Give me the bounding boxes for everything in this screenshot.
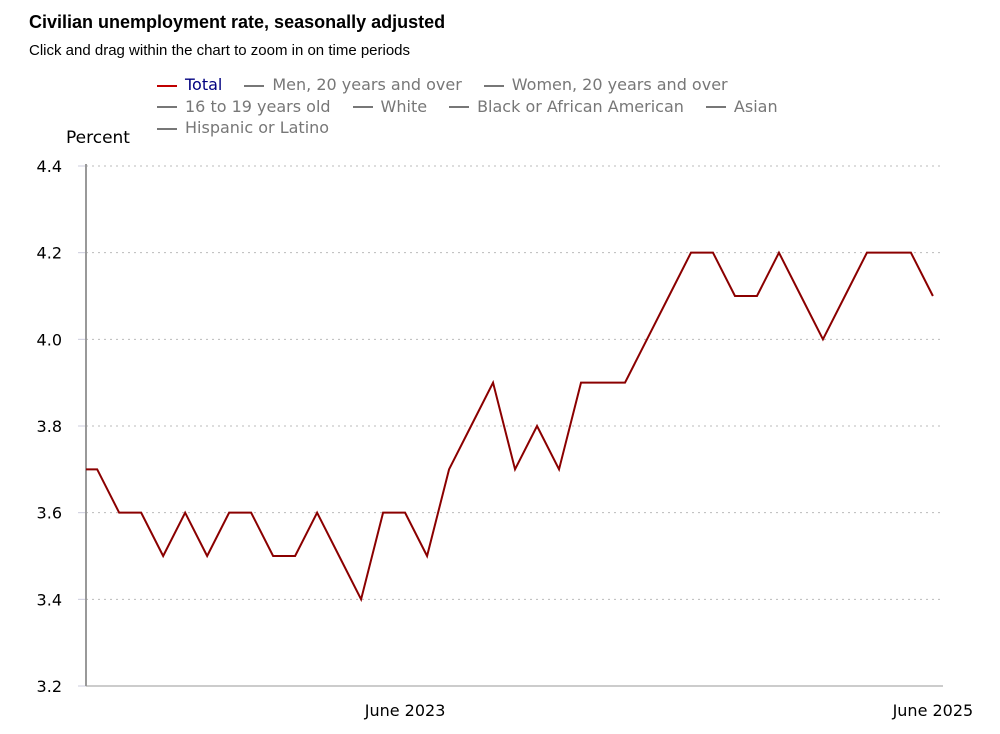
data-point[interactable] (798, 293, 804, 299)
data-point[interactable] (292, 553, 298, 559)
y-tick-label: 4.0 (37, 330, 62, 349)
y-tick-label: 4.2 (37, 244, 62, 263)
data-point[interactable] (402, 510, 408, 516)
chart-subtitle: Click and drag within the chart to zoom … (29, 42, 411, 59)
y-tick-label: 3.6 (37, 504, 62, 523)
data-point[interactable] (556, 466, 562, 472)
data-point[interactable] (754, 293, 760, 299)
data-point[interactable] (226, 510, 232, 516)
data-point[interactable] (622, 380, 628, 386)
data-point[interactable] (864, 250, 870, 256)
data-point[interactable] (380, 510, 386, 516)
data-point[interactable] (710, 250, 716, 256)
data-point[interactable] (512, 466, 518, 472)
data-point[interactable] (490, 380, 496, 386)
data-point[interactable] (182, 510, 188, 516)
legend-line-icon (705, 106, 726, 108)
data-point[interactable] (600, 380, 606, 386)
legend-line-icon (352, 106, 373, 108)
data-point[interactable] (776, 250, 782, 256)
y-tick-label: 4.4 (37, 157, 62, 176)
data-point[interactable] (160, 553, 166, 559)
legend-label: White (380, 96, 428, 116)
legend-line-icon (157, 84, 177, 87)
legend-line-icon (244, 84, 265, 87)
data-point[interactable] (578, 380, 584, 386)
legend-line-icon (449, 106, 470, 108)
data-point[interactable] (732, 293, 738, 299)
legend-label: Asian (733, 96, 778, 116)
data-point[interactable] (688, 250, 694, 256)
data-point[interactable] (908, 250, 914, 256)
data-point[interactable] (446, 466, 452, 472)
legend-item[interactable]: Women, 20 years and over (483, 74, 728, 96)
data-point[interactable] (94, 466, 100, 472)
series-line-total[interactable] (75, 250, 934, 603)
y-tick-label: 3.4 (37, 590, 62, 609)
legend-label: Men, 20 years and over (272, 75, 462, 94)
legend-label: Hispanic or Latino (185, 118, 330, 137)
data-point[interactable] (336, 553, 342, 559)
legend-label: Black or African American (477, 96, 684, 116)
legend-item[interactable]: Men, 20 years and over (244, 74, 462, 96)
data-point[interactable] (468, 423, 474, 429)
legend-line-icon (157, 127, 177, 130)
y-tick-label: 3.2 (37, 677, 62, 696)
data-point[interactable] (116, 510, 122, 516)
legend-label: 16 to 19 years old (185, 96, 331, 116)
x-tick-label: June 2023 (364, 701, 446, 720)
data-point[interactable] (842, 293, 848, 299)
data-point[interactable] (72, 466, 78, 472)
data-point[interactable] (886, 250, 892, 256)
legend-item[interactable]: White (352, 96, 428, 118)
data-point[interactable] (358, 596, 364, 602)
data-point[interactable] (138, 510, 144, 516)
y-tick-label: 3.8 (37, 417, 62, 436)
legend-label: Women, 20 years and over (511, 75, 728, 94)
legend-item[interactable]: Black or African American (449, 96, 684, 118)
data-point[interactable] (666, 293, 672, 299)
legend-item[interactable]: Hispanic or Latino (157, 117, 329, 139)
data-point[interactable] (314, 510, 320, 516)
legend-label: Total (185, 75, 223, 94)
legend-line-icon (483, 84, 504, 87)
data-point[interactable] (270, 553, 276, 559)
legend-item[interactable]: 16 to 19 years old (157, 96, 331, 118)
legend-item[interactable]: Asian (705, 96, 778, 118)
y-axis-label: Percent (66, 128, 130, 148)
data-point[interactable] (424, 553, 430, 559)
data-point[interactable] (930, 293, 936, 299)
data-point[interactable] (644, 336, 650, 342)
legend-item[interactable]: Total (157, 74, 222, 96)
data-point[interactable] (248, 510, 254, 516)
legend: Total Men, 20 years and over Women, 20 yea… (157, 74, 857, 139)
data-point[interactable] (534, 423, 540, 429)
legend-line-icon (157, 106, 177, 108)
chart-title: Civilian unemployment rate, seasonally a… (29, 12, 446, 32)
data-point[interactable] (204, 553, 210, 559)
x-tick-label: June 2025 (892, 701, 974, 720)
data-point[interactable] (820, 336, 826, 342)
